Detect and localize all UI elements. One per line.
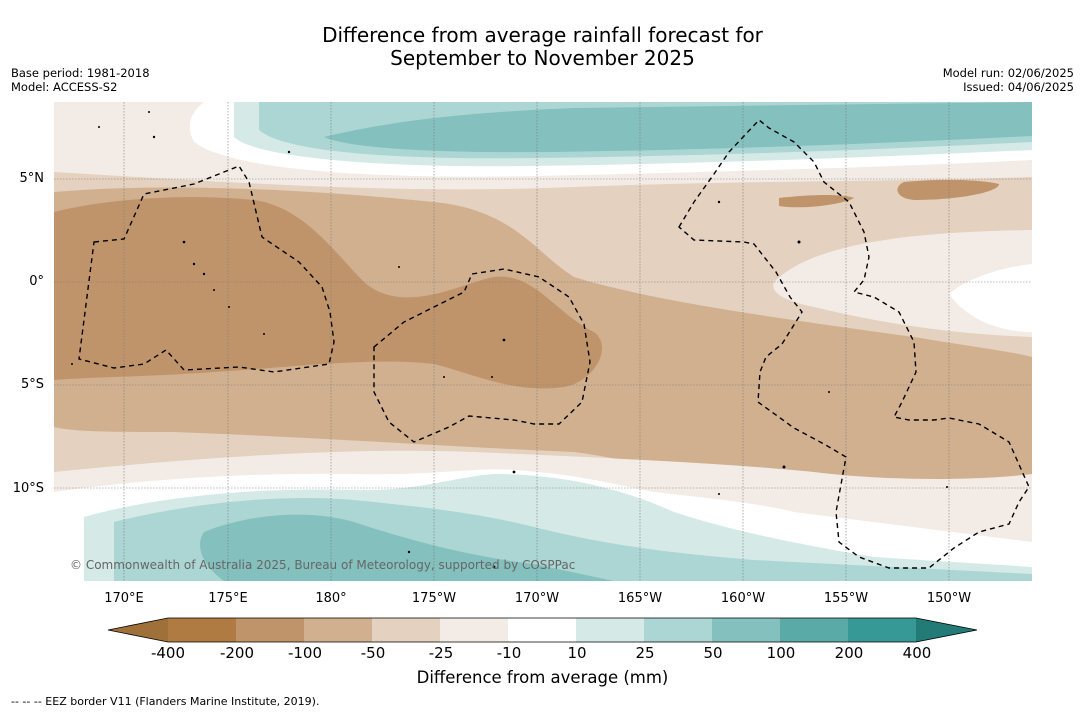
- model-name: Model: ACCESS-S2: [11, 80, 118, 94]
- map-meta-left: Base period: 1981-2018 Model: ACCESS-S2: [11, 66, 150, 94]
- colorbar-segment: [644, 618, 712, 642]
- colorbar-outline: [107, 617, 978, 643]
- lat-label-10s: 10°S: [12, 481, 44, 496]
- band-north-teal3: [324, 102, 1032, 153]
- colorbar-label: -25: [428, 644, 454, 662]
- lon-label-170e: 170°E: [104, 591, 144, 606]
- colorbar-label: -10: [496, 644, 522, 662]
- lon-label-175e: 175°E: [208, 591, 248, 606]
- map-meta-right: Model run: 02/06/2025 Issued: 04/06/2025: [943, 66, 1074, 94]
- colorbar-label: -200: [219, 644, 255, 662]
- colorbar-extend-high: [916, 618, 977, 642]
- colorbar-label: 100: [766, 644, 796, 662]
- lon-label-175w: 175°W: [411, 591, 457, 606]
- copyright-notice: © Commonwealth of Australia 2025, Bureau…: [70, 558, 576, 572]
- colorbar-segment: [848, 618, 916, 642]
- lon-label-170w: 170°W: [514, 591, 560, 606]
- colorbar-label: 200: [834, 644, 864, 662]
- map-title-line1: Difference from average rainfall forecas…: [322, 23, 763, 47]
- lon-label-155w: 155°W: [823, 591, 869, 606]
- map-gridlines: [54, 102, 1032, 581]
- colorbar-label: -400: [150, 644, 186, 662]
- issued-date: Issued: 04/06/2025: [963, 80, 1074, 94]
- colorbar-segment: [440, 618, 508, 642]
- band-east-dark2: [779, 195, 854, 208]
- colorbar-label: 10: [567, 644, 587, 662]
- colorbar-label: 50: [703, 644, 723, 662]
- lon-label-165w: 165°W: [617, 591, 663, 606]
- colorbar-segment: [712, 618, 780, 642]
- band-equator-dark: [54, 197, 603, 389]
- lat-label-5s: 5°S: [20, 377, 44, 392]
- band-south-teal3: [200, 514, 614, 581]
- lat-label-0: 0°: [29, 274, 44, 289]
- colorbar-label: -100: [287, 644, 323, 662]
- colorbar-segment: [508, 618, 576, 642]
- colorbar-label: -50: [360, 644, 386, 662]
- colorbar-title: Difference from average (mm): [416, 668, 669, 687]
- band-east-dark: [897, 179, 999, 200]
- colorbar-label: 25: [635, 644, 655, 662]
- base-period: Base period: 1981-2018: [11, 66, 150, 80]
- band-east-white: [949, 264, 1032, 332]
- model-run: Model run: 02/06/2025: [942, 66, 1074, 80]
- colorbar-segment: [576, 618, 644, 642]
- colorbar-segment: [780, 618, 848, 642]
- lon-label-180: 180°: [315, 591, 347, 606]
- islands: [71, 111, 948, 569]
- colorbar-segment: [168, 618, 236, 642]
- eez-legend-footer: -- -- -- EEZ border V11 (Flanders Marine…: [11, 695, 320, 708]
- colorbar-segment: [304, 618, 372, 642]
- colorbar: [107, 617, 978, 643]
- lon-label-150w: 150°W: [926, 591, 972, 606]
- colorbar-segment: [372, 618, 440, 642]
- eez-borders: [78, 119, 1030, 569]
- lat-label-5n: 5°N: [19, 171, 45, 186]
- map-title-line2: September to November 2025: [390, 46, 695, 70]
- colorbar-extend-low: [108, 618, 168, 642]
- colorbar-label: 400: [902, 644, 932, 662]
- lon-label-160w: 160°W: [720, 591, 766, 606]
- rainfall-map: [54, 102, 1032, 581]
- colorbar-segment: [236, 618, 304, 642]
